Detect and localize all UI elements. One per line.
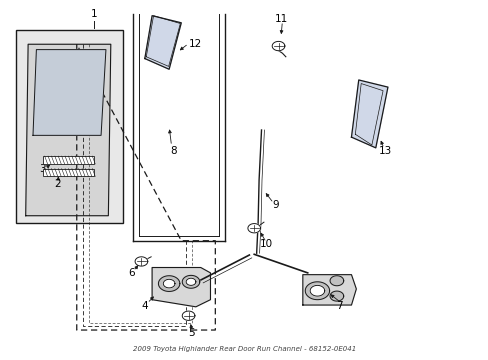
Polygon shape [26,44,111,216]
Text: 6: 6 [128,268,135,278]
Polygon shape [272,41,285,51]
Polygon shape [33,50,106,135]
Text: 3: 3 [40,163,46,174]
Text: 2009 Toyota Highlander Rear Door Run Channel - 68152-0E041: 2009 Toyota Highlander Rear Door Run Cha… [133,346,355,352]
Polygon shape [351,80,387,148]
Polygon shape [182,275,200,288]
Text: 8: 8 [170,147,177,157]
Polygon shape [186,278,196,285]
Polygon shape [305,282,329,300]
Text: 13: 13 [378,147,391,157]
Polygon shape [144,16,181,69]
Polygon shape [135,257,147,266]
Polygon shape [152,267,210,307]
Polygon shape [302,275,356,305]
Polygon shape [247,224,260,233]
Polygon shape [329,291,343,301]
Bar [42,156,94,164]
Bar [42,168,94,176]
Text: 7: 7 [335,301,342,311]
Text: 5: 5 [187,328,194,338]
Polygon shape [158,276,180,292]
Polygon shape [163,279,175,288]
Bar [16,30,122,223]
Text: 1: 1 [90,9,97,19]
Text: 12: 12 [189,39,202,49]
Text: 4: 4 [141,301,148,311]
Text: 2: 2 [54,179,61,189]
Polygon shape [329,276,343,286]
Text: 9: 9 [272,200,279,210]
Text: 11: 11 [274,14,287,24]
Polygon shape [309,285,324,296]
Text: 10: 10 [259,239,272,249]
Polygon shape [182,311,195,320]
